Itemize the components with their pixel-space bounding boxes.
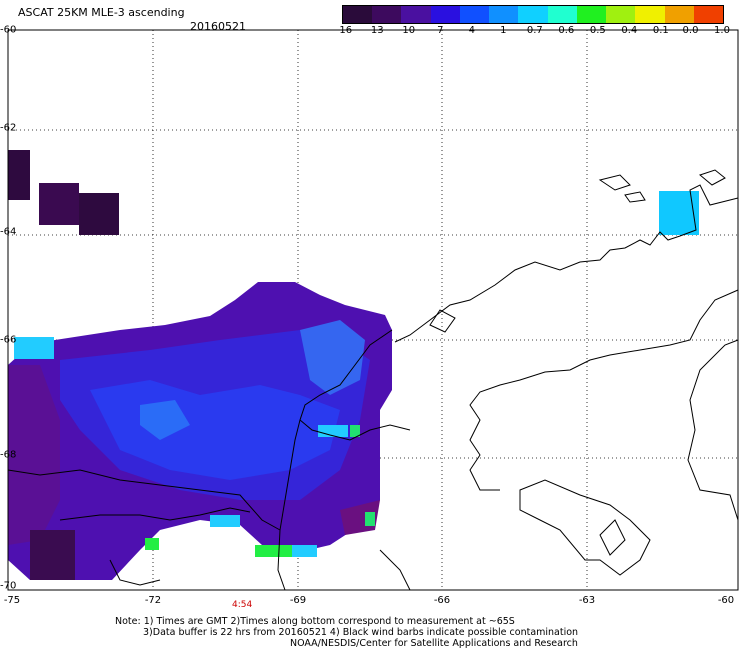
color-bar — [342, 5, 724, 24]
color-bar-segment — [664, 6, 694, 23]
color-bar-segment — [430, 6, 460, 23]
map-frame — [7, 29, 739, 591]
isolated-data-pixels — [8, 150, 699, 235]
color-bar-segment — [372, 6, 402, 23]
color-bar-segment — [518, 6, 548, 23]
lon-label-60: -60 — [717, 595, 735, 606]
lat-label-64: -64 — [0, 226, 17, 238]
color-bar-segment — [693, 6, 724, 23]
lon-label-72: -72 — [144, 595, 162, 606]
lat-label-62: -62 — [0, 122, 17, 134]
lon-label-75: -75 — [3, 595, 21, 606]
map-title: ASCAT 25KM MLE-3 ascending — [18, 6, 185, 19]
color-bar-segment — [343, 6, 373, 23]
color-bar-segment — [547, 6, 577, 23]
wind-data-swath — [8, 282, 392, 580]
color-bar-segment — [576, 6, 607, 23]
lon-label-69: -69 — [289, 595, 307, 606]
lon-label-66: -66 — [433, 595, 451, 606]
coastline — [7, 169, 739, 591]
lat-label-60: -60 — [0, 24, 17, 36]
time-label: 4:54 — [232, 600, 253, 610]
color-bar-segment — [606, 6, 636, 23]
color-bar-segment — [459, 6, 490, 23]
lon-label-63: -63 — [578, 595, 596, 606]
color-bar-segment — [401, 6, 431, 23]
note-line-2: 3)Data buffer is 22 hrs from 20160521 4)… — [143, 627, 579, 638]
note-line-3: NOAA/NESDIS/Center for Satellite Applica… — [290, 638, 578, 649]
lat-label-66: -66 — [0, 334, 17, 346]
lat-label-68: -68 — [0, 449, 17, 461]
note-line-1: Note: 1) Times are GMT 2)Times along bot… — [115, 616, 515, 627]
color-bar-segment — [635, 6, 665, 23]
color-bar-segment — [489, 6, 519, 23]
lat-label-70: -70 — [0, 580, 17, 592]
